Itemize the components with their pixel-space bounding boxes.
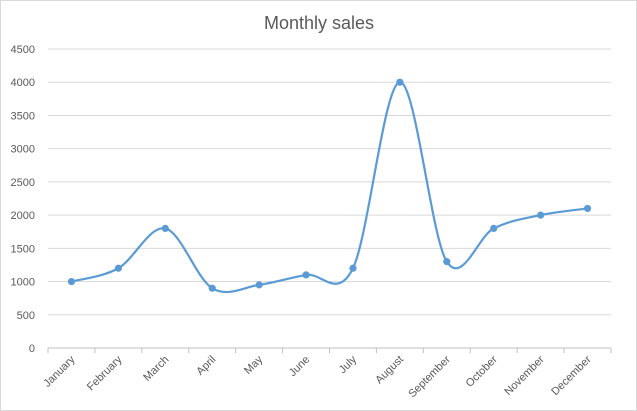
gridlines bbox=[47, 48, 612, 353]
x-tick-label: April bbox=[194, 354, 218, 378]
x-tick-label: March bbox=[141, 354, 171, 384]
data-point-march bbox=[161, 224, 169, 232]
chart-title: Monthly sales bbox=[264, 13, 374, 33]
data-point-november bbox=[537, 211, 545, 219]
y-tick-label: 1500 bbox=[11, 243, 35, 255]
x-axis-tick-labels: January February March April May June July Augu… bbox=[41, 353, 593, 400]
x-tick-label: May bbox=[242, 353, 266, 377]
series-line bbox=[70, 81, 589, 294]
x-tick-label: August bbox=[373, 354, 406, 387]
data-point-september bbox=[443, 258, 451, 266]
data-point-october bbox=[490, 224, 498, 232]
y-tick-label: 2000 bbox=[11, 210, 35, 222]
y-tick-label: 4000 bbox=[11, 77, 35, 89]
y-tick-label: 500 bbox=[17, 310, 35, 322]
y-tick-label: 3000 bbox=[11, 144, 35, 156]
x-tick-label: June bbox=[287, 354, 312, 379]
data-point-july bbox=[349, 264, 357, 272]
x-tick-label: January bbox=[41, 353, 78, 390]
data-point-may bbox=[255, 281, 263, 289]
data-point-june bbox=[302, 271, 310, 279]
y-tick-label: 3500 bbox=[11, 110, 35, 122]
data-point-february bbox=[114, 264, 122, 272]
x-tick-label: December bbox=[549, 353, 594, 398]
x-tick-label: July bbox=[337, 353, 360, 376]
data-point-april bbox=[208, 284, 216, 292]
data-point-january bbox=[67, 277, 76, 286]
y-axis-tick-labels: 0 500 1000 1500 2000 2500 3000 3500 4000 4500 bbox=[11, 44, 35, 355]
x-tick-label: September bbox=[406, 353, 453, 400]
y-tick-label: 2500 bbox=[11, 177, 35, 189]
data-point-august bbox=[396, 78, 404, 86]
x-tick-label: November bbox=[502, 353, 547, 398]
y-tick-label: 4500 bbox=[11, 44, 35, 56]
series-layer bbox=[67, 78, 592, 294]
data-point-december bbox=[583, 204, 592, 213]
x-tick-label: February bbox=[85, 353, 125, 393]
y-tick-label: 1000 bbox=[11, 277, 35, 289]
y-tick-label: 0 bbox=[29, 343, 35, 355]
x-tick-label: October bbox=[464, 353, 500, 389]
